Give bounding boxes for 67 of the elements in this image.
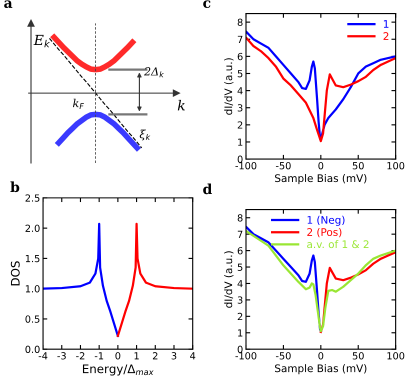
y-tick-label: 1 [238, 329, 242, 336]
x-tick-label: 100 [387, 162, 404, 170]
chart-title: b [10, 181, 20, 192]
x-tick-label: 0 [115, 352, 120, 360]
y-tick-label: 4 [238, 280, 243, 288]
y-tick-label: 3 [238, 104, 242, 112]
annotation: k$_{F}$ [72, 98, 84, 109]
x-tick-label: -50 [276, 162, 291, 170]
y-tick-label: 4 [238, 87, 243, 94]
line-series [116, 222, 193, 337]
y-tick-label: 1 [238, 138, 242, 146]
legend-label: 1 (Neg) [308, 216, 344, 226]
y-tick-label: 3 [238, 296, 242, 304]
y-tick-label: 2 [238, 121, 242, 129]
chart-title: a [4, 0, 12, 8]
y-tick-label: 7 [238, 230, 242, 238]
x-tick-label: -100 [235, 352, 256, 360]
y-tick-label: 5 [238, 264, 242, 271]
annotation: 2Δ$_{k}$ [144, 67, 164, 78]
y-tick-label: 0.5 [25, 315, 40, 323]
line-series [320, 251, 396, 334]
y-tick-label: 0 [238, 156, 243, 163]
chart-title: d [203, 184, 212, 194]
x-tick-label: -100 [235, 162, 256, 170]
y-axis-title: dI/dV (a.u.) [224, 251, 234, 308]
x-tick-label: -4 [38, 352, 48, 360]
x-tick-label: 0 [318, 162, 324, 170]
y-axis-title: E$_{k}$ [34, 34, 50, 48]
line-series [43, 222, 119, 337]
y-tick-label: 8 [238, 214, 243, 222]
y-axis-title: DOS [10, 261, 20, 286]
annotation: ξ$_{k}$ [140, 130, 150, 140]
x-tick-label: 0 [318, 352, 324, 360]
x-tick-label: -1 [94, 352, 104, 360]
x-tick-label: 1 [134, 352, 139, 360]
legend-label: a.v. of 1 & 2 [307, 240, 368, 248]
x-tick-label: -50 [276, 352, 291, 360]
y-tick-label: 5 [238, 70, 242, 78]
y-tick-label: 1.0 [26, 285, 40, 293]
chart-title: c [203, 0, 210, 8]
x-tick-label: 50 [352, 162, 364, 170]
y-axis-title: dI/dV (a.u.) [224, 58, 234, 115]
x-tick-label: 100 [387, 352, 404, 360]
y-tick-label: 2 [238, 312, 242, 320]
y-tick-label: 8 [238, 18, 243, 26]
y-tick-label: 2.0 [26, 224, 40, 232]
y-tick-label: 0 [238, 346, 243, 354]
x-tick-label: 3 [172, 352, 176, 360]
x-tick-label: 50 [352, 352, 364, 360]
y-tick-label: 7 [238, 36, 242, 43]
y-tick-label: 0.0 [25, 346, 40, 354]
x-tick-label: 2 [152, 352, 158, 360]
x-axis-title: k [178, 100, 185, 110]
x-tick-label: -2 [76, 352, 84, 360]
y-tick-label: 6 [238, 247, 243, 254]
line-series [246, 230, 396, 332]
x-tick-label: 4 [190, 352, 196, 360]
y-tick-label: 1.5 [26, 255, 40, 262]
x-tick-label: -3 [57, 352, 66, 360]
x-axis-title: Energy/Δ$_{max}$ [82, 364, 154, 376]
legend-label: 2 (Pos) [307, 228, 342, 238]
x-axis-title: Sample Bias (mV) [275, 174, 366, 184]
y-tick-label: 6 [238, 52, 243, 60]
legend-label: 2 [384, 32, 388, 40]
x-axis-title: Sample Bias (mV) [275, 364, 366, 374]
y-tick-label: 2.5 [26, 194, 40, 202]
legend-label: 1 [384, 20, 388, 28]
